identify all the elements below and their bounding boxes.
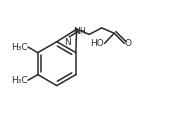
Text: H: H [80,27,85,36]
Text: H₃C: H₃C [11,76,28,85]
Text: N: N [74,27,80,36]
Text: H₃C: H₃C [11,43,28,51]
Text: HO: HO [90,39,104,48]
Text: O: O [125,39,132,48]
Text: N: N [65,38,71,47]
